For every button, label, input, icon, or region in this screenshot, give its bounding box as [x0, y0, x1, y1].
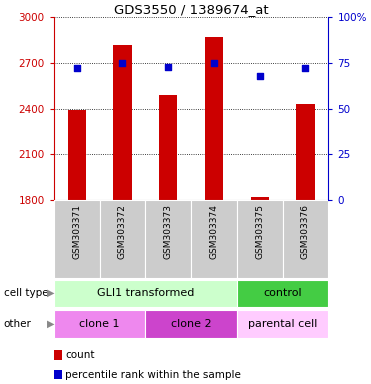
Text: GSM303371: GSM303371 [72, 204, 81, 259]
Text: cell type: cell type [4, 288, 48, 298]
Text: clone 2: clone 2 [171, 319, 211, 329]
Text: GLI1 transformed: GLI1 transformed [96, 288, 194, 298]
Bar [113, 45, 132, 200]
Point [74, 65, 80, 71]
Point [257, 73, 263, 79]
Bar [191, 200, 237, 278]
Title: GDS3550 / 1389674_at: GDS3550 / 1389674_at [114, 3, 268, 16]
Bar [145, 200, 191, 278]
Bar [68, 110, 86, 200]
Text: GSM303373: GSM303373 [164, 204, 173, 259]
Point [119, 60, 125, 66]
Bar [99, 200, 145, 278]
Text: other: other [4, 319, 32, 329]
Bar [54, 310, 145, 338]
Text: GSM303374: GSM303374 [210, 204, 219, 259]
Text: GSM303376: GSM303376 [301, 204, 310, 259]
Text: percentile rank within the sample: percentile rank within the sample [65, 369, 241, 379]
Bar [283, 200, 328, 278]
Point [211, 60, 217, 66]
Bar [237, 310, 328, 338]
Text: count: count [65, 350, 95, 360]
Point [165, 63, 171, 70]
Bar [296, 104, 315, 200]
Text: ▶: ▶ [47, 288, 55, 298]
Bar [205, 37, 223, 200]
Text: control: control [263, 288, 302, 298]
Bar [145, 310, 237, 338]
Bar [250, 197, 269, 200]
Text: parental cell: parental cell [248, 319, 317, 329]
Point [302, 65, 308, 71]
Bar [237, 280, 328, 306]
Bar [54, 280, 237, 306]
Text: GSM303372: GSM303372 [118, 204, 127, 259]
Bar [54, 200, 99, 278]
Text: clone 1: clone 1 [79, 319, 120, 329]
Text: ▶: ▶ [47, 319, 55, 329]
Bar [159, 95, 177, 200]
Text: GSM303375: GSM303375 [255, 204, 264, 259]
Bar [237, 200, 283, 278]
